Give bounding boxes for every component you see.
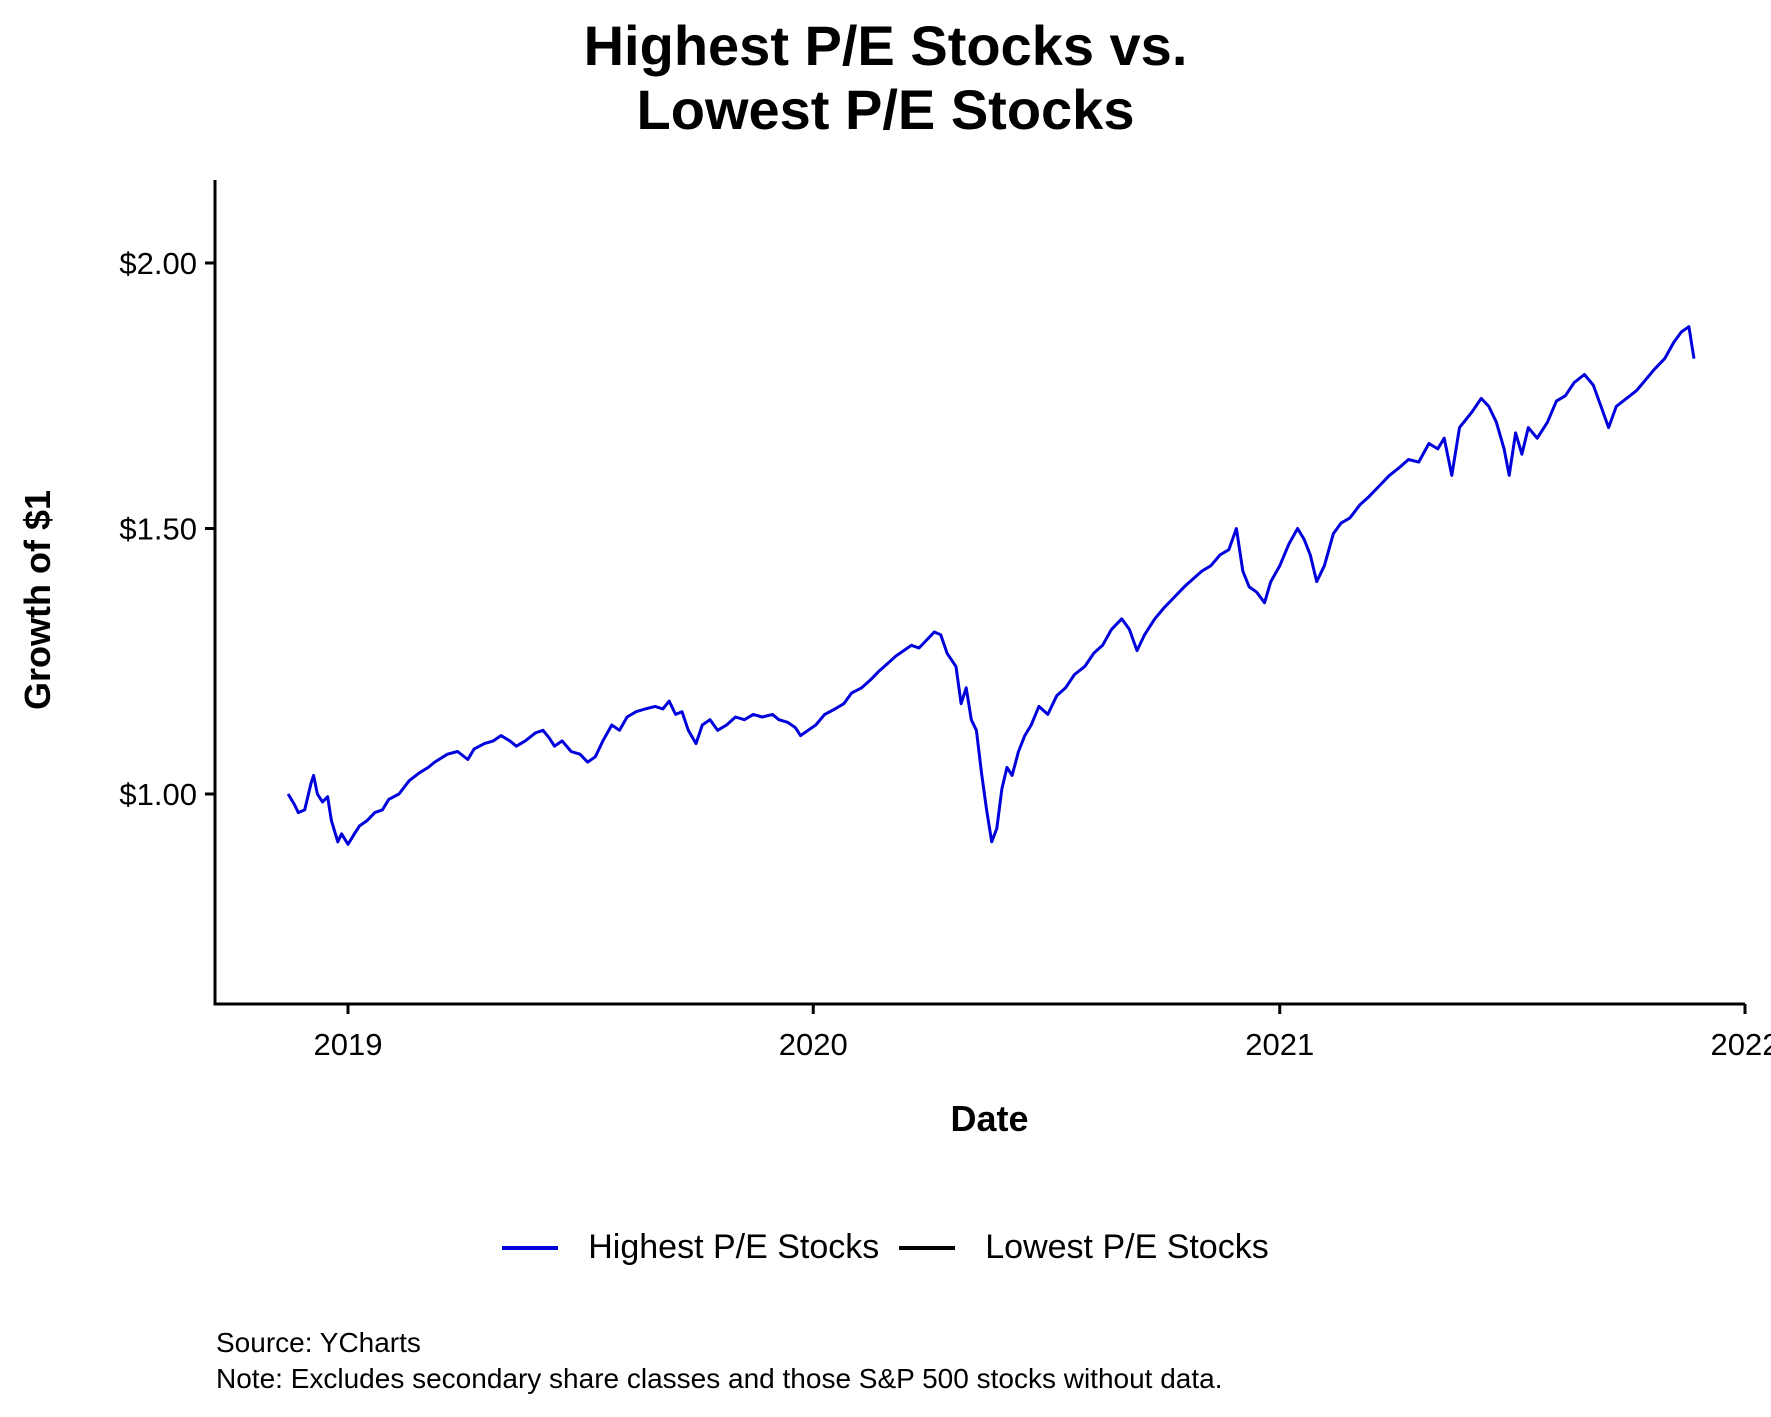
legend-label-lowest: Lowest P/E Stocks <box>985 1228 1269 1266</box>
y-axis-label: Growth of $1 <box>17 489 58 711</box>
x-tick-label-2: 2021 <box>1245 1027 1314 1062</box>
series-lines <box>286 325 1696 846</box>
chart-title-line-2: Lowest P/E Stocks <box>636 78 1135 141</box>
y-tick-label-0: $1.00 <box>119 777 197 812</box>
axes: $1.00 $1.50 $2.00 2019 2020 2021 2022 <box>119 180 1771 1062</box>
legend-label-highest: Highest P/E Stocks <box>588 1228 880 1266</box>
x-tick-label-1: 2020 <box>779 1027 848 1062</box>
x-tick-label-0: 2019 <box>314 1027 383 1062</box>
x-axis-label: Date <box>950 1098 1029 1139</box>
legend: Highest P/E Stocks Lowest P/E Stocks <box>0 1228 1771 1267</box>
legend-swatch-highest <box>502 1245 559 1250</box>
note-line: Note: Excludes secondary share classes a… <box>216 1363 1223 1394</box>
y-tick-label-1: $1.50 <box>119 512 197 547</box>
source-line: Source: YCharts <box>216 1327 421 1358</box>
legend-item-highest: Highest P/E Stocks <box>502 1228 879 1267</box>
y-tick-label-2: $2.00 <box>119 246 197 281</box>
legend-swatch-lowest <box>899 1245 956 1250</box>
source-note: Source: YCharts Note: Excludes secondary… <box>216 1325 1223 1397</box>
legend-item-lowest: Lowest P/E Stocks <box>899 1228 1269 1267</box>
chart-title-line-1: Highest P/E Stocks vs. <box>583 14 1188 77</box>
x-tick-label-3: 2022 <box>1711 1027 1771 1062</box>
series-line-0 <box>286 325 1696 846</box>
